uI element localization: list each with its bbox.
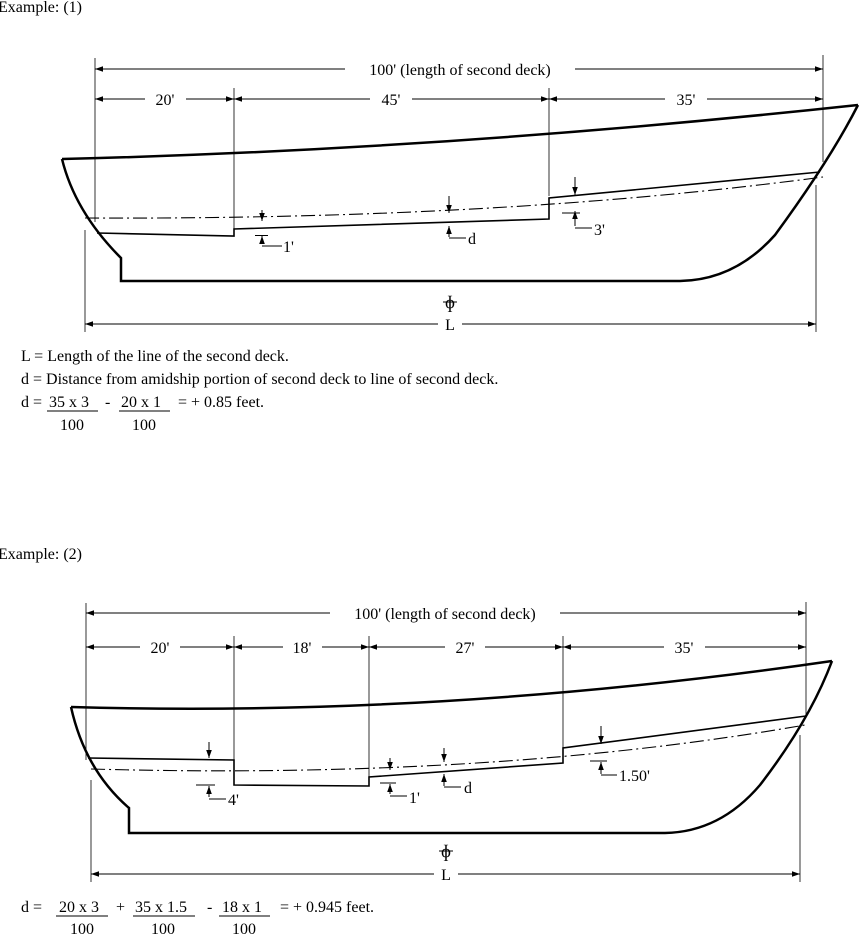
formula-1-term1-den: 100 [60, 417, 84, 434]
formula-1-term1-num: 35 x 3 [49, 394, 89, 411]
example-2-offset-aft: 4' [228, 792, 239, 809]
example-2-seg-2: 18' [293, 640, 312, 657]
example-1-seg-2: 45' [382, 92, 401, 109]
example-1-offset-aft: 1' [283, 239, 294, 256]
example-2-deck-line [90, 724, 806, 772]
example-1-length-dimension: L [85, 317, 816, 334]
note-d-definition: d = Distance from amidship portion of se… [21, 371, 498, 388]
formula-2-term1-num: 20 x 3 [59, 899, 99, 916]
example-2-seg-1: 20' [151, 640, 170, 657]
example-2-second-deck [87, 715, 807, 787]
example-2-heading: Example: (2) [0, 546, 82, 563]
formula-1-term2-num: 20 x 1 [121, 394, 161, 411]
formula-2-result: = + 0.945 feet. [280, 899, 374, 916]
formula-2-op2: - [207, 899, 212, 916]
formula-1-result: = + 0.85 feet. [178, 394, 264, 411]
example-1-segment-dimensions: 20' 45' 35' [95, 92, 823, 109]
example-2-offsets: 4' 1' d 1.50' [196, 726, 650, 809]
example-1-offset-fwd: 3' [594, 222, 605, 239]
example-2-length-dimension: L [91, 867, 800, 884]
note-l-definition: L = Length of the line of the second dec… [21, 348, 289, 365]
example-1-notes: L = Length of the line of the second dec… [21, 348, 498, 434]
formula-2-term2-den: 100 [151, 921, 175, 935]
example-1-hull [60, 103, 860, 283]
example-1-offset-mid: d [468, 231, 476, 248]
example-2-seg-4: 35' [675, 640, 694, 657]
example-1-heading: Example: (1) [0, 0, 82, 16]
example-1-seg-3: 35' [677, 92, 696, 109]
example-1-second-deck [96, 171, 821, 237]
example-2-offset-fwd: 1.50' [619, 768, 650, 785]
example-1-extension-lines [84, 55, 824, 332]
formula-2-term3-num: 18 x 1 [222, 899, 262, 916]
example-2-total-dimension: 100' (length of second deck) [86, 606, 806, 623]
example-2: Example: (2) 100' (length of second deck… [0, 546, 834, 935]
formula-2-prefix: d = [21, 899, 42, 916]
example-2-formula: d = 20 x 3 100 + 35 x 1.5 100 - 18 x 1 1… [21, 899, 374, 935]
example-2-segment-dimensions: 20' 18' 27' 35' [86, 640, 806, 657]
example-1-seg-1: 20' [156, 92, 175, 109]
example-1-total-dimension: 100' (length of second deck) [95, 62, 823, 79]
example-2-offset-mid: d [464, 780, 472, 797]
example-2-length-label: L [441, 867, 451, 884]
formula-2-op1: + [116, 899, 125, 916]
formula-1-prefix: d = [21, 394, 42, 411]
example-1-length-label: L [445, 317, 455, 334]
formula-1-term2-den: 100 [132, 417, 156, 434]
example-2-hull [69, 659, 834, 835]
formula-1-op1: - [105, 394, 110, 411]
example-1-offsets: 1' d 3' [255, 177, 605, 256]
example-2-total-label: 100' (length of second deck) [354, 606, 536, 623]
formula-2-term3-den: 100 [232, 921, 256, 935]
formula-2-term2-num: 35 x 1.5 [135, 899, 187, 916]
example-1-total-label: 100' (length of second deck) [369, 62, 551, 79]
example-2-seg-3: 27' [456, 640, 475, 657]
formula-2-term1-den: 100 [70, 921, 94, 935]
example-1-deck-line [84, 176, 824, 219]
example-1: Example: (1) 100' (length of second deck… [0, 0, 860, 434]
example-2-offset-mid1: 1' [409, 790, 420, 807]
example-2-extension-lines [85, 602, 807, 882]
